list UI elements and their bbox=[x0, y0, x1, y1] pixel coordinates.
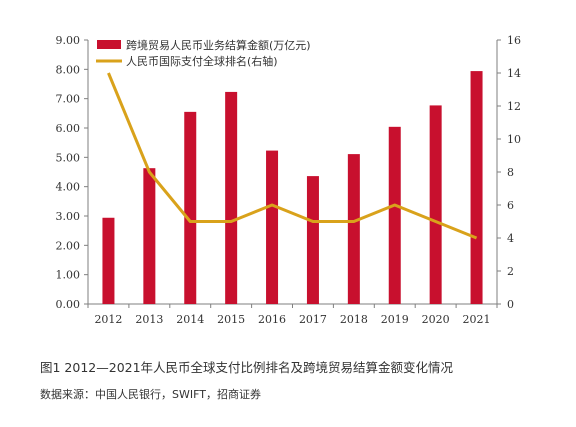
y-right-tick-label: 6 bbox=[507, 199, 514, 212]
bar-2014 bbox=[184, 111, 197, 304]
y-right-tick-label: 2 bbox=[507, 265, 514, 278]
y-right-tick-label: 0 bbox=[507, 298, 514, 311]
x-tick-label: 2014 bbox=[176, 313, 204, 326]
y-right-tick-label: 12 bbox=[507, 100, 521, 113]
y-left-tick-label: 6.00 bbox=[56, 122, 81, 135]
rank-line bbox=[107, 72, 478, 240]
bar-2016 bbox=[266, 150, 279, 304]
y-right-tick-label: 14 bbox=[507, 67, 521, 80]
x-tick-label: 2012 bbox=[94, 313, 122, 326]
y-left-tick-label: 8.00 bbox=[56, 63, 81, 76]
y-left-tick-label: 3.00 bbox=[56, 210, 81, 223]
y-right-tick-label: 8 bbox=[507, 166, 514, 179]
bar-2012 bbox=[102, 217, 115, 304]
plot-area: 0.00 1.00 2.00 3.00 4.00 5.00 6.00 7.00 8.00 9.00… bbox=[56, 34, 522, 326]
bar-2015 bbox=[225, 91, 238, 304]
y-left-tick-label: 2.00 bbox=[56, 239, 81, 252]
x-tick-label: 2013 bbox=[135, 313, 163, 326]
bar-2017 bbox=[306, 176, 319, 304]
bar-2019 bbox=[388, 126, 401, 305]
x-tick-label: 2016 bbox=[258, 313, 286, 326]
y-left-tick-label: 7.00 bbox=[56, 93, 81, 106]
legend-label-bar: 跨境贸易人民币业务结算金额(万亿元) bbox=[126, 38, 311, 52]
x-tick-label: 2021 bbox=[463, 313, 491, 326]
y-right-tick-label: 10 bbox=[507, 133, 521, 146]
bar-2013 bbox=[143, 168, 156, 304]
chart: 0.00 1.00 2.00 3.00 4.00 5.00 6.00 7.00 8.00 9.00… bbox=[56, 34, 522, 326]
legend: 跨境贸易人民币业务结算金额(万亿元) 人民币国际支付全球排名(右轴) bbox=[96, 38, 311, 68]
bar-2020 bbox=[429, 105, 442, 304]
x-tick-label: 2017 bbox=[299, 313, 327, 326]
y-left-tick-label: 0.00 bbox=[56, 298, 81, 311]
legend-swatch-bar bbox=[97, 40, 121, 49]
y-left-tick-label: 9.00 bbox=[56, 34, 81, 47]
figure-caption: 图1 2012—2021年人民币全球支付比例排名及跨境贸易结算金额变化情况 bbox=[40, 360, 454, 375]
x-tick-label: 2020 bbox=[422, 313, 450, 326]
data-source: 数据来源：中国人民银行，SWIFT，招商证券 bbox=[40, 388, 261, 401]
x-tick-label: 2015 bbox=[217, 313, 245, 326]
x-tick-label: 2019 bbox=[381, 313, 409, 326]
bar-2018 bbox=[347, 154, 360, 304]
bar-2021 bbox=[470, 71, 483, 305]
y-left-tick-label: 4.00 bbox=[56, 181, 81, 194]
y-left-tick-label: 1.00 bbox=[56, 269, 81, 282]
y-right-tick-label: 4 bbox=[507, 232, 514, 245]
x-tick-label: 2018 bbox=[340, 313, 368, 326]
y-right-tick-label: 16 bbox=[507, 34, 521, 47]
y-left-tick-label: 5.00 bbox=[56, 151, 81, 164]
legend-label-line: 人民币国际支付全球排名(右轴) bbox=[126, 54, 278, 68]
